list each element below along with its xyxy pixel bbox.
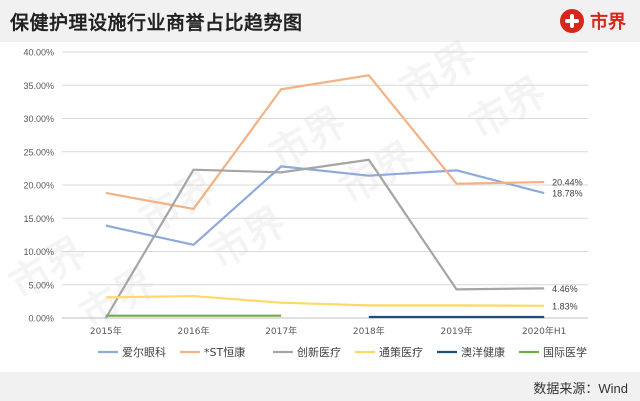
footer-bar: 数据来源：Wind xyxy=(0,372,640,401)
brand-logo-text: 市界 xyxy=(590,12,626,33)
y-tick-label: 10.00% xyxy=(23,247,54,257)
legend-label: 爱尔眼科 xyxy=(122,345,166,359)
legend-label: 国际医学 xyxy=(543,345,587,359)
data-source: 数据来源：Wind xyxy=(533,381,628,396)
data-label: 20.44% xyxy=(552,178,583,188)
series-line-*ST恒康 xyxy=(105,74,545,211)
legend-item: 创新医疗 xyxy=(273,345,341,359)
legend-item: *ST恒康 xyxy=(180,345,245,359)
legend-item: 国际医学 xyxy=(519,345,587,359)
x-tick-label: 2015年 xyxy=(90,325,122,337)
data-label: 1.83% xyxy=(552,301,578,311)
watermark-text: 市界 xyxy=(202,199,294,279)
watermark-text: 市界 xyxy=(462,69,554,149)
data-label: 18.78% xyxy=(552,189,583,199)
y-tick-label: 30.00% xyxy=(23,114,54,124)
y-tick-label: 5.00% xyxy=(28,280,54,290)
y-tick-label: 40.00% xyxy=(23,48,54,58)
x-tick-label: 2018年 xyxy=(353,325,385,337)
data-label: 4.46% xyxy=(552,284,578,294)
y-tick-label: 0.00% xyxy=(28,314,54,324)
x-tick-label: 2017年 xyxy=(265,325,297,337)
x-tick-label: 2016年 xyxy=(178,325,210,337)
watermark-text: 市界 xyxy=(392,34,484,114)
watermark-text: 市界 xyxy=(262,99,354,179)
brand-logo-icon xyxy=(560,9,584,33)
x-tick-label: 2019年 xyxy=(441,325,473,337)
legend-label: *ST恒康 xyxy=(204,345,245,359)
legend-item: 澳洋健康 xyxy=(437,345,505,359)
y-tick-label: 35.00% xyxy=(23,81,54,91)
header-bar: 保健护理设施行业商誉占比趋势图 市界 xyxy=(0,0,640,42)
x-tick-label: 2020年H1 xyxy=(522,325,566,337)
watermark-text: 市界 xyxy=(132,164,224,244)
y-tick-label: 15.00% xyxy=(23,214,54,224)
series-line-爱尔眼科 xyxy=(105,165,545,246)
legend-label: 创新医疗 xyxy=(297,345,341,359)
y-tick-label: 25.00% xyxy=(23,147,54,157)
series-line-创新医疗 xyxy=(104,158,545,319)
brand-logo: 市界 xyxy=(560,8,626,34)
chart-title: 保健护理设施行业商誉占比趋势图 xyxy=(10,12,303,34)
legend-item: 爱尔眼科 xyxy=(98,345,166,359)
legend-label: 通策医疗 xyxy=(379,345,423,359)
y-tick-label: 20.00% xyxy=(23,181,54,191)
legend-label: 澳洋健康 xyxy=(461,345,505,359)
series-line-通策医疗 xyxy=(105,294,545,307)
legend-item: 通策医疗 xyxy=(355,345,423,359)
